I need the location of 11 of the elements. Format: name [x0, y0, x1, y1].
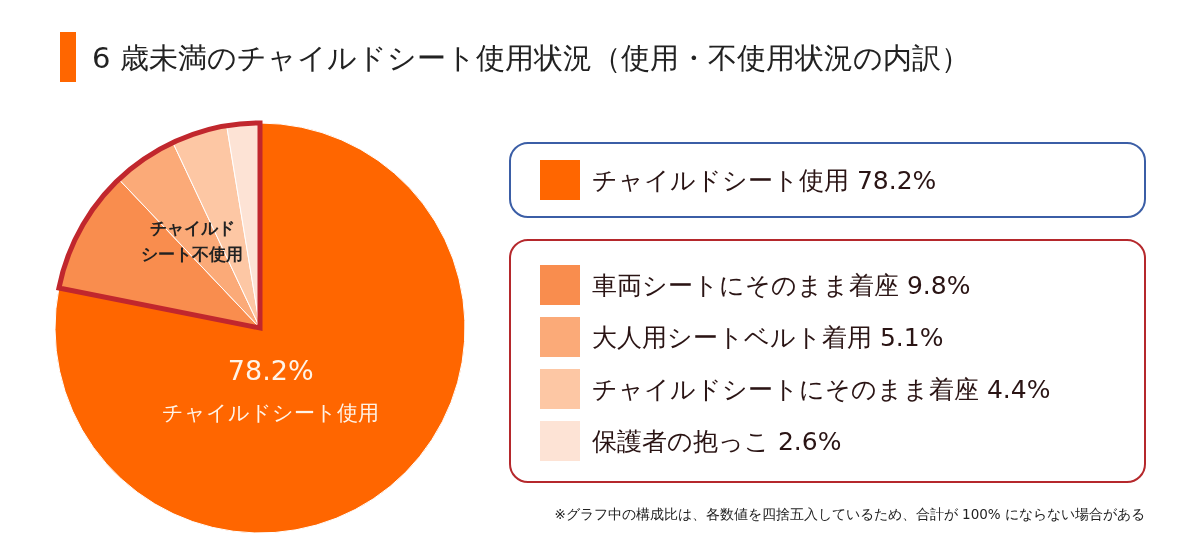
text: ※グラフ中の構成比は、各数値を四捨五入しているため、合計が 100% にならない場合がある: [554, 506, 1145, 522]
text: チャイルドシート不使用: [141, 217, 244, 264]
pie-slice: [54, 122, 466, 534]
legend-label: 車両シートにそのまま着座 9.8%: [592, 271, 971, 300]
category-label: チャイルドシート使用 78.2%: [592, 166, 937, 195]
legend-label: 保護者の抱っこ 2.6%: [592, 427, 842, 456]
slice-label: チャイルドシート使用: [162, 401, 380, 426]
legend-label: 大人用シートベルト着用 5.1%: [592, 323, 944, 352]
legend-label: チャイルドシートにそのまま着座 4.4%: [592, 375, 1051, 404]
data-label: 78.2%: [227, 355, 314, 387]
chart-title: 6 歳未満のチャイルドシート使用状況（使用・不使用状況の内訳）: [92, 41, 970, 75]
